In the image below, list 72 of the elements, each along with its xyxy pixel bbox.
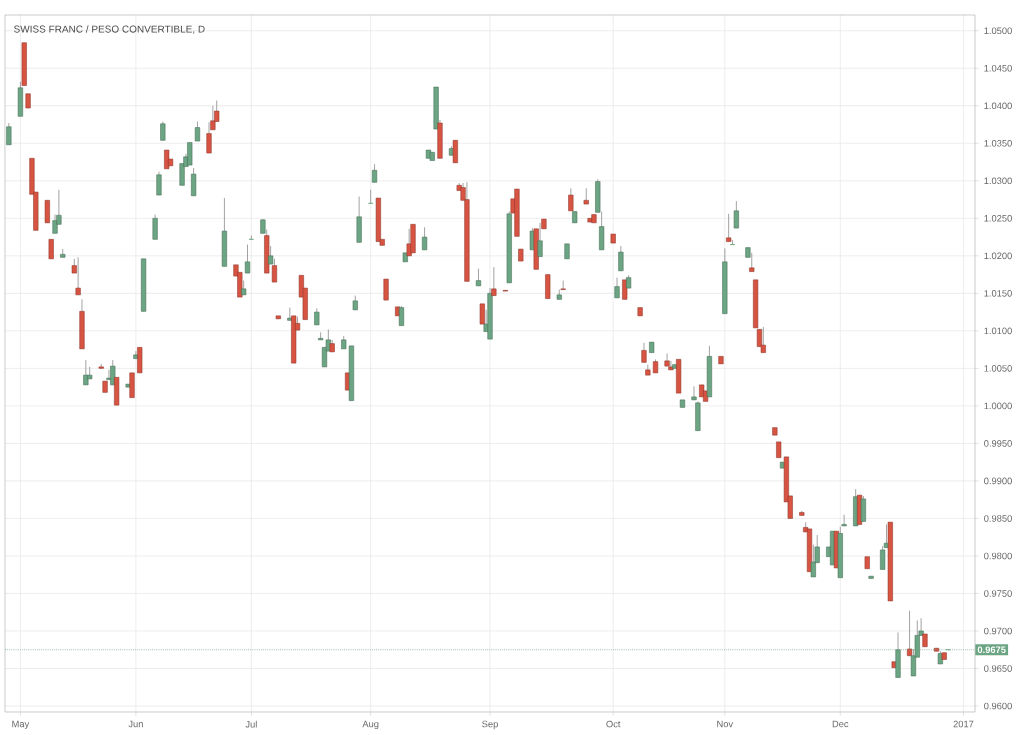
candlestick [52,214,58,234]
y-tick-label: 1.0250 [984,215,1012,222]
y-tick-label: 0.9600 [984,702,1012,710]
candlestick [156,171,162,196]
candlestick [268,245,274,265]
y-tick-label: 0.9900 [984,477,1012,485]
candlestick [907,610,913,657]
candlestick [491,266,497,296]
y-tick-label: 0.9850 [984,515,1012,522]
candlestick [860,495,866,522]
x-tick-label: Sep [482,720,498,730]
y-tick-label: 1.0450 [984,64,1012,72]
candlestick [191,167,197,197]
x-tick-label: Oct [606,720,621,728]
y-tick-label: 0.9750 [984,590,1012,597]
candlestick [406,228,412,257]
candlestick [810,544,816,578]
y-tick-label: 1.0150 [984,290,1012,297]
candlestick [618,245,624,272]
x-tick-label: May [12,720,30,730]
candlestick [537,222,543,257]
candlestick [479,303,485,325]
y-tick-label: 1.0400 [984,102,1012,110]
candlestick [48,238,54,260]
y-tick-label: 1.0200 [984,252,1012,260]
candlestick [614,277,620,299]
y-tick-label: 0.9950 [984,440,1012,447]
candlestick [367,189,374,204]
candlestick [287,307,293,321]
candlestick [568,187,574,212]
y-tick-label: 0.9800 [984,552,1012,560]
candlestick [726,213,732,242]
x-tick-label: Jun [128,720,143,728]
candlestick [841,514,847,527]
y-tick-label: 1.0300 [984,177,1012,185]
candlestick [749,252,755,272]
candlestick [880,545,886,570]
x-tick-label: Dec [832,720,849,728]
y-tick-label: 1.0350 [984,140,1012,147]
x-tick-label: 2017 [953,720,974,728]
candlestick [6,122,12,146]
candlestick [110,359,116,386]
y-tick-label: 0.9700 [984,627,1012,635]
candlestick [641,342,647,363]
candlestick [210,105,216,131]
candlestick [729,239,736,246]
candlestick [160,121,166,141]
candlestick [133,350,139,360]
candlestick [383,278,389,301]
x-tick-label: Aug [362,720,379,730]
candlestick [583,187,589,205]
candlestick [194,121,201,142]
y-tick-label: 1.0000 [984,402,1012,410]
candlestick [622,279,628,300]
ref-line-label: 0.9675 [977,646,1006,654]
candlestick [152,214,158,240]
candlestick [248,235,255,240]
y-tick-label: 1.0050 [984,365,1012,372]
text: SWISS FRANC / PESO CONVERTIBLE, D [14,25,205,34]
candlestick [733,200,739,229]
y-tick-label: 0.9650 [984,665,1012,672]
candlestick [421,226,428,251]
candlestick [206,121,212,154]
x-tick-label: Jul [245,720,257,728]
candlestick [560,280,566,290]
candlestick [664,352,670,367]
candlestick [44,199,50,224]
candlestick [244,244,251,274]
candlestick [371,163,378,183]
x-tick-label: Nov [717,720,734,728]
y-tick-label: 1.0500 [984,27,1012,35]
y-tick-label: 1.0100 [984,327,1012,335]
